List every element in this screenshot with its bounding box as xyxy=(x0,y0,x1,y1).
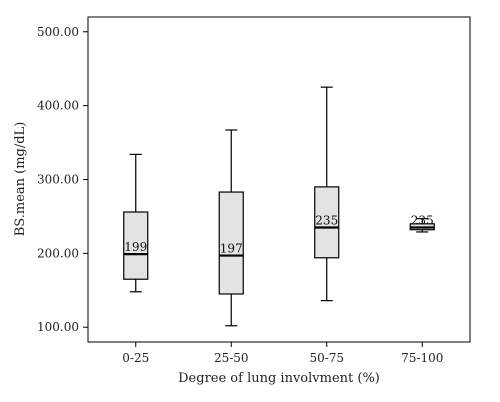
y-tick-label: 300.00 xyxy=(37,173,79,187)
y-axis: 100.00 200.00 300.00 400.00 500.00 xyxy=(37,25,88,334)
y-tick-label: 100.00 xyxy=(37,320,79,334)
median-value-label: 199 xyxy=(124,240,147,254)
x-axis-label: Degree of lung involvment (%) xyxy=(178,371,380,386)
median-value-label: 197 xyxy=(220,242,243,256)
x-tick-label: 75-100 xyxy=(401,351,443,365)
boxes-group: 199 197 235 235 xyxy=(123,86,435,327)
x-tick-label: 0-25 xyxy=(122,351,149,365)
x-tick-label: 25-50 xyxy=(214,351,249,365)
y-tick-label: 500.00 xyxy=(37,25,79,39)
iqr-box xyxy=(314,186,340,259)
iqr-box xyxy=(123,211,149,280)
median-value-label: 235 xyxy=(411,214,434,228)
plot-frame xyxy=(87,16,471,343)
y-axis-label: BS.mean (mg/dL) xyxy=(13,122,28,237)
median-value-label: 235 xyxy=(315,214,338,228)
x-axis: 0-25 25-50 50-75 75-100 xyxy=(122,342,443,365)
x-tick-label: 50-75 xyxy=(309,351,344,365)
iqr-box xyxy=(218,191,244,295)
y-tick-label: 200.00 xyxy=(37,246,79,260)
y-tick-label: 400.00 xyxy=(37,99,79,113)
